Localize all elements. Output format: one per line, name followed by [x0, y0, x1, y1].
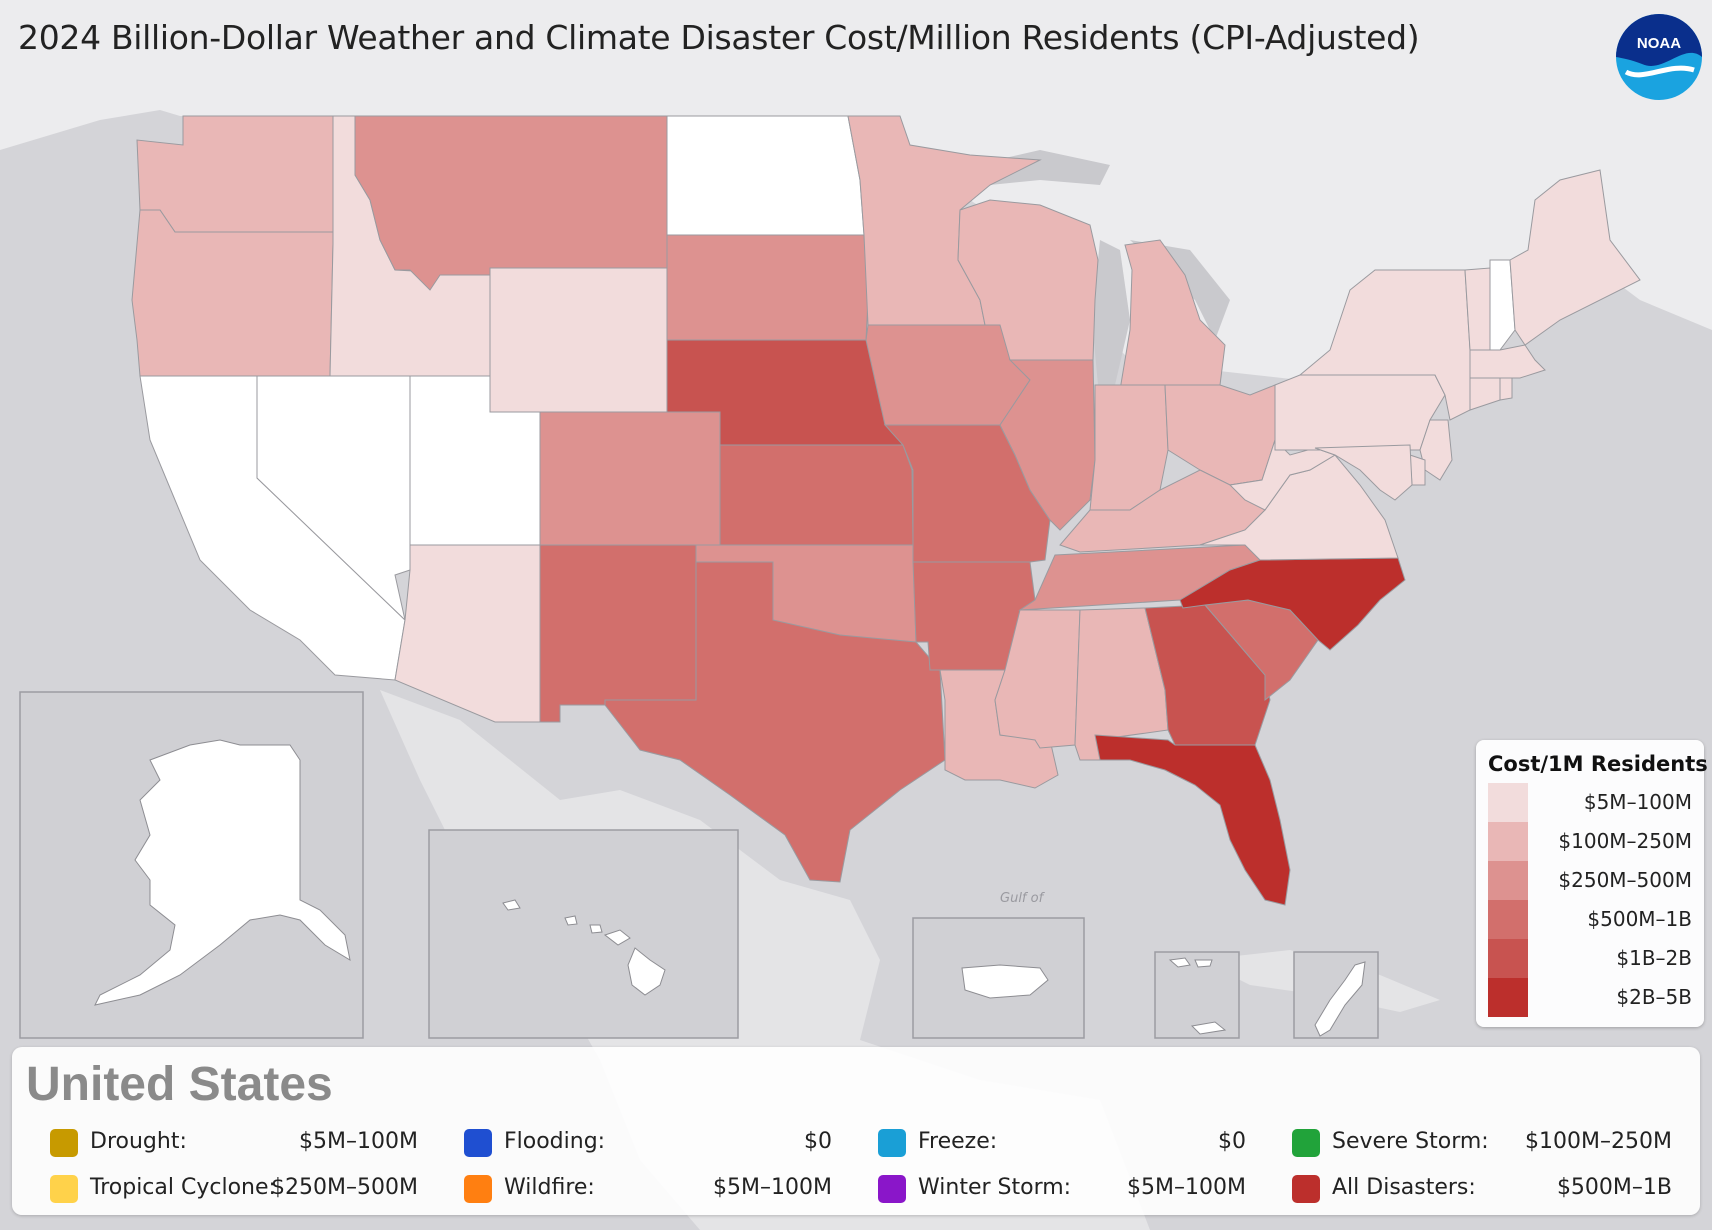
hazard-item[interactable]: Drought: $5M–100M	[50, 1125, 418, 1161]
gulf-label: Gulf of	[1000, 891, 1046, 906]
hazard-label: Winter Storm:	[918, 1175, 1072, 1200]
legend-swatch	[1488, 900, 1528, 939]
legend-swatch	[1488, 783, 1528, 822]
legend-row: $250M–500M	[1476, 861, 1704, 900]
state-nm[interactable]	[539, 544, 697, 723]
hazard-item[interactable]: Winter Storm: $5M–100M	[878, 1171, 1246, 1207]
legend-swatch	[1488, 978, 1528, 1017]
hazard-value: $5M–100M	[299, 1129, 418, 1154]
hazard-item[interactable]: All Disasters: $500M–1B	[1292, 1171, 1672, 1207]
state-ri[interactable]	[1499, 377, 1513, 401]
state-sd[interactable]	[666, 234, 869, 341]
hazard-value: $250M–500M	[271, 1175, 418, 1200]
legend-row: $2B–5B	[1476, 978, 1704, 1017]
territory-gu[interactable]	[1314, 961, 1366, 1037]
hazard-item[interactable]: Flooding: $0	[464, 1125, 832, 1161]
drought-icon	[50, 1129, 78, 1157]
state-fl[interactable]	[1094, 734, 1291, 906]
state-nj[interactable]	[1419, 419, 1453, 481]
hazard-label: Drought:	[90, 1129, 187, 1154]
legend-swatch	[1488, 861, 1528, 900]
legend-title: Cost/1M Residents	[1488, 752, 1708, 776]
legend-label: $250M–500M	[1558, 868, 1692, 892]
flooding-icon	[464, 1129, 492, 1157]
virgin-islands-inset-frame	[1154, 951, 1240, 1039]
state-md[interactable]	[1314, 444, 1413, 501]
hazard-value: $0	[1218, 1129, 1246, 1154]
noaa-logo-icon: NOAA	[1616, 14, 1702, 100]
summary-panel: United States Drought: $5M–100M Flooding: $…	[12, 1047, 1700, 1215]
severe-storm-icon	[1292, 1129, 1320, 1157]
state-in[interactable]	[1089, 384, 1169, 511]
hazard-label: Tropical Cyclone:	[90, 1175, 276, 1200]
hazard-label: Severe Storm:	[1332, 1129, 1489, 1154]
hazard-label: Wildfire:	[504, 1175, 595, 1200]
legend-label: $100M–250M	[1558, 829, 1692, 853]
state-co[interactable]	[539, 411, 721, 546]
inset-layer	[94, 739, 1366, 1037]
territory-hi[interactable]	[502, 899, 666, 996]
hazard-item[interactable]: Wildfire: $5M–100M	[464, 1171, 832, 1207]
hazard-value: $5M–100M	[1127, 1175, 1246, 1200]
legend-label: $500M–1B	[1587, 907, 1692, 931]
state-va[interactable]	[1199, 454, 1399, 561]
region-name[interactable]: United States	[26, 1058, 333, 1111]
tropical-cyclone-icon	[50, 1175, 78, 1203]
state-tx[interactable]	[604, 561, 946, 883]
hazard-item[interactable]: Severe Storm: $100M–250M	[1292, 1125, 1672, 1161]
state-me[interactable]	[1509, 169, 1641, 346]
legend-label: $5M–100M	[1583, 790, 1692, 814]
legend-swatch	[1488, 939, 1528, 978]
state-nh[interactable]	[1489, 259, 1516, 351]
legend-label: $2B–5B	[1616, 985, 1692, 1009]
state-or[interactable]	[131, 209, 334, 377]
legend-row: $500M–1B	[1476, 900, 1704, 939]
legend-row: $5M–100M	[1476, 783, 1704, 822]
legend-swatch	[1488, 822, 1528, 861]
lake-michigan	[1092, 240, 1130, 385]
legend-row: $100M–250M	[1476, 822, 1704, 861]
state-vt[interactable]	[1464, 267, 1491, 351]
state-mt[interactable]	[354, 115, 668, 291]
noaa-logo-text: NOAA	[1637, 35, 1681, 52]
hazard-item[interactable]: Freeze: $0	[878, 1125, 1246, 1161]
hazard-value: $100M–250M	[1525, 1129, 1672, 1154]
hazard-label: Flooding:	[504, 1129, 606, 1154]
hazard-value: $500M–1B	[1556, 1175, 1672, 1200]
state-wy[interactable]	[489, 267, 668, 413]
winter-storm-icon	[878, 1175, 906, 1203]
hawaii-inset-frame	[428, 829, 739, 1039]
legend-row: $1B–2B	[1476, 939, 1704, 978]
state-pa[interactable]	[1274, 374, 1446, 451]
territory-ak[interactable]	[94, 739, 351, 1006]
state-nd[interactable]	[666, 115, 865, 236]
legend-label: $1B–2B	[1616, 946, 1692, 970]
hazard-value: $5M–100M	[713, 1175, 832, 1200]
state-ks[interactable]	[719, 444, 914, 546]
all-disasters-icon	[1292, 1175, 1320, 1203]
lake-huron	[1130, 240, 1230, 340]
hazard-label: All Disasters:	[1332, 1175, 1476, 1200]
hazard-value: $0	[804, 1129, 832, 1154]
territory-pr[interactable]	[961, 964, 1049, 999]
wildfire-icon	[464, 1175, 492, 1203]
canada-land	[0, 0, 1712, 380]
states-layer	[131, 115, 1641, 906]
map-title: 2024 Billion-Dollar Weather and Climate …	[18, 18, 1420, 57]
hazard-item[interactable]: Tropical Cyclone: $250M–500M	[50, 1171, 418, 1207]
hazard-label: Freeze:	[918, 1129, 998, 1154]
cost-legend: Cost/1M Residents $5M–100M $100M–250M $250…	[1476, 740, 1708, 1027]
freeze-icon	[878, 1129, 906, 1157]
territory-vi[interactable]	[1168, 957, 1227, 1035]
